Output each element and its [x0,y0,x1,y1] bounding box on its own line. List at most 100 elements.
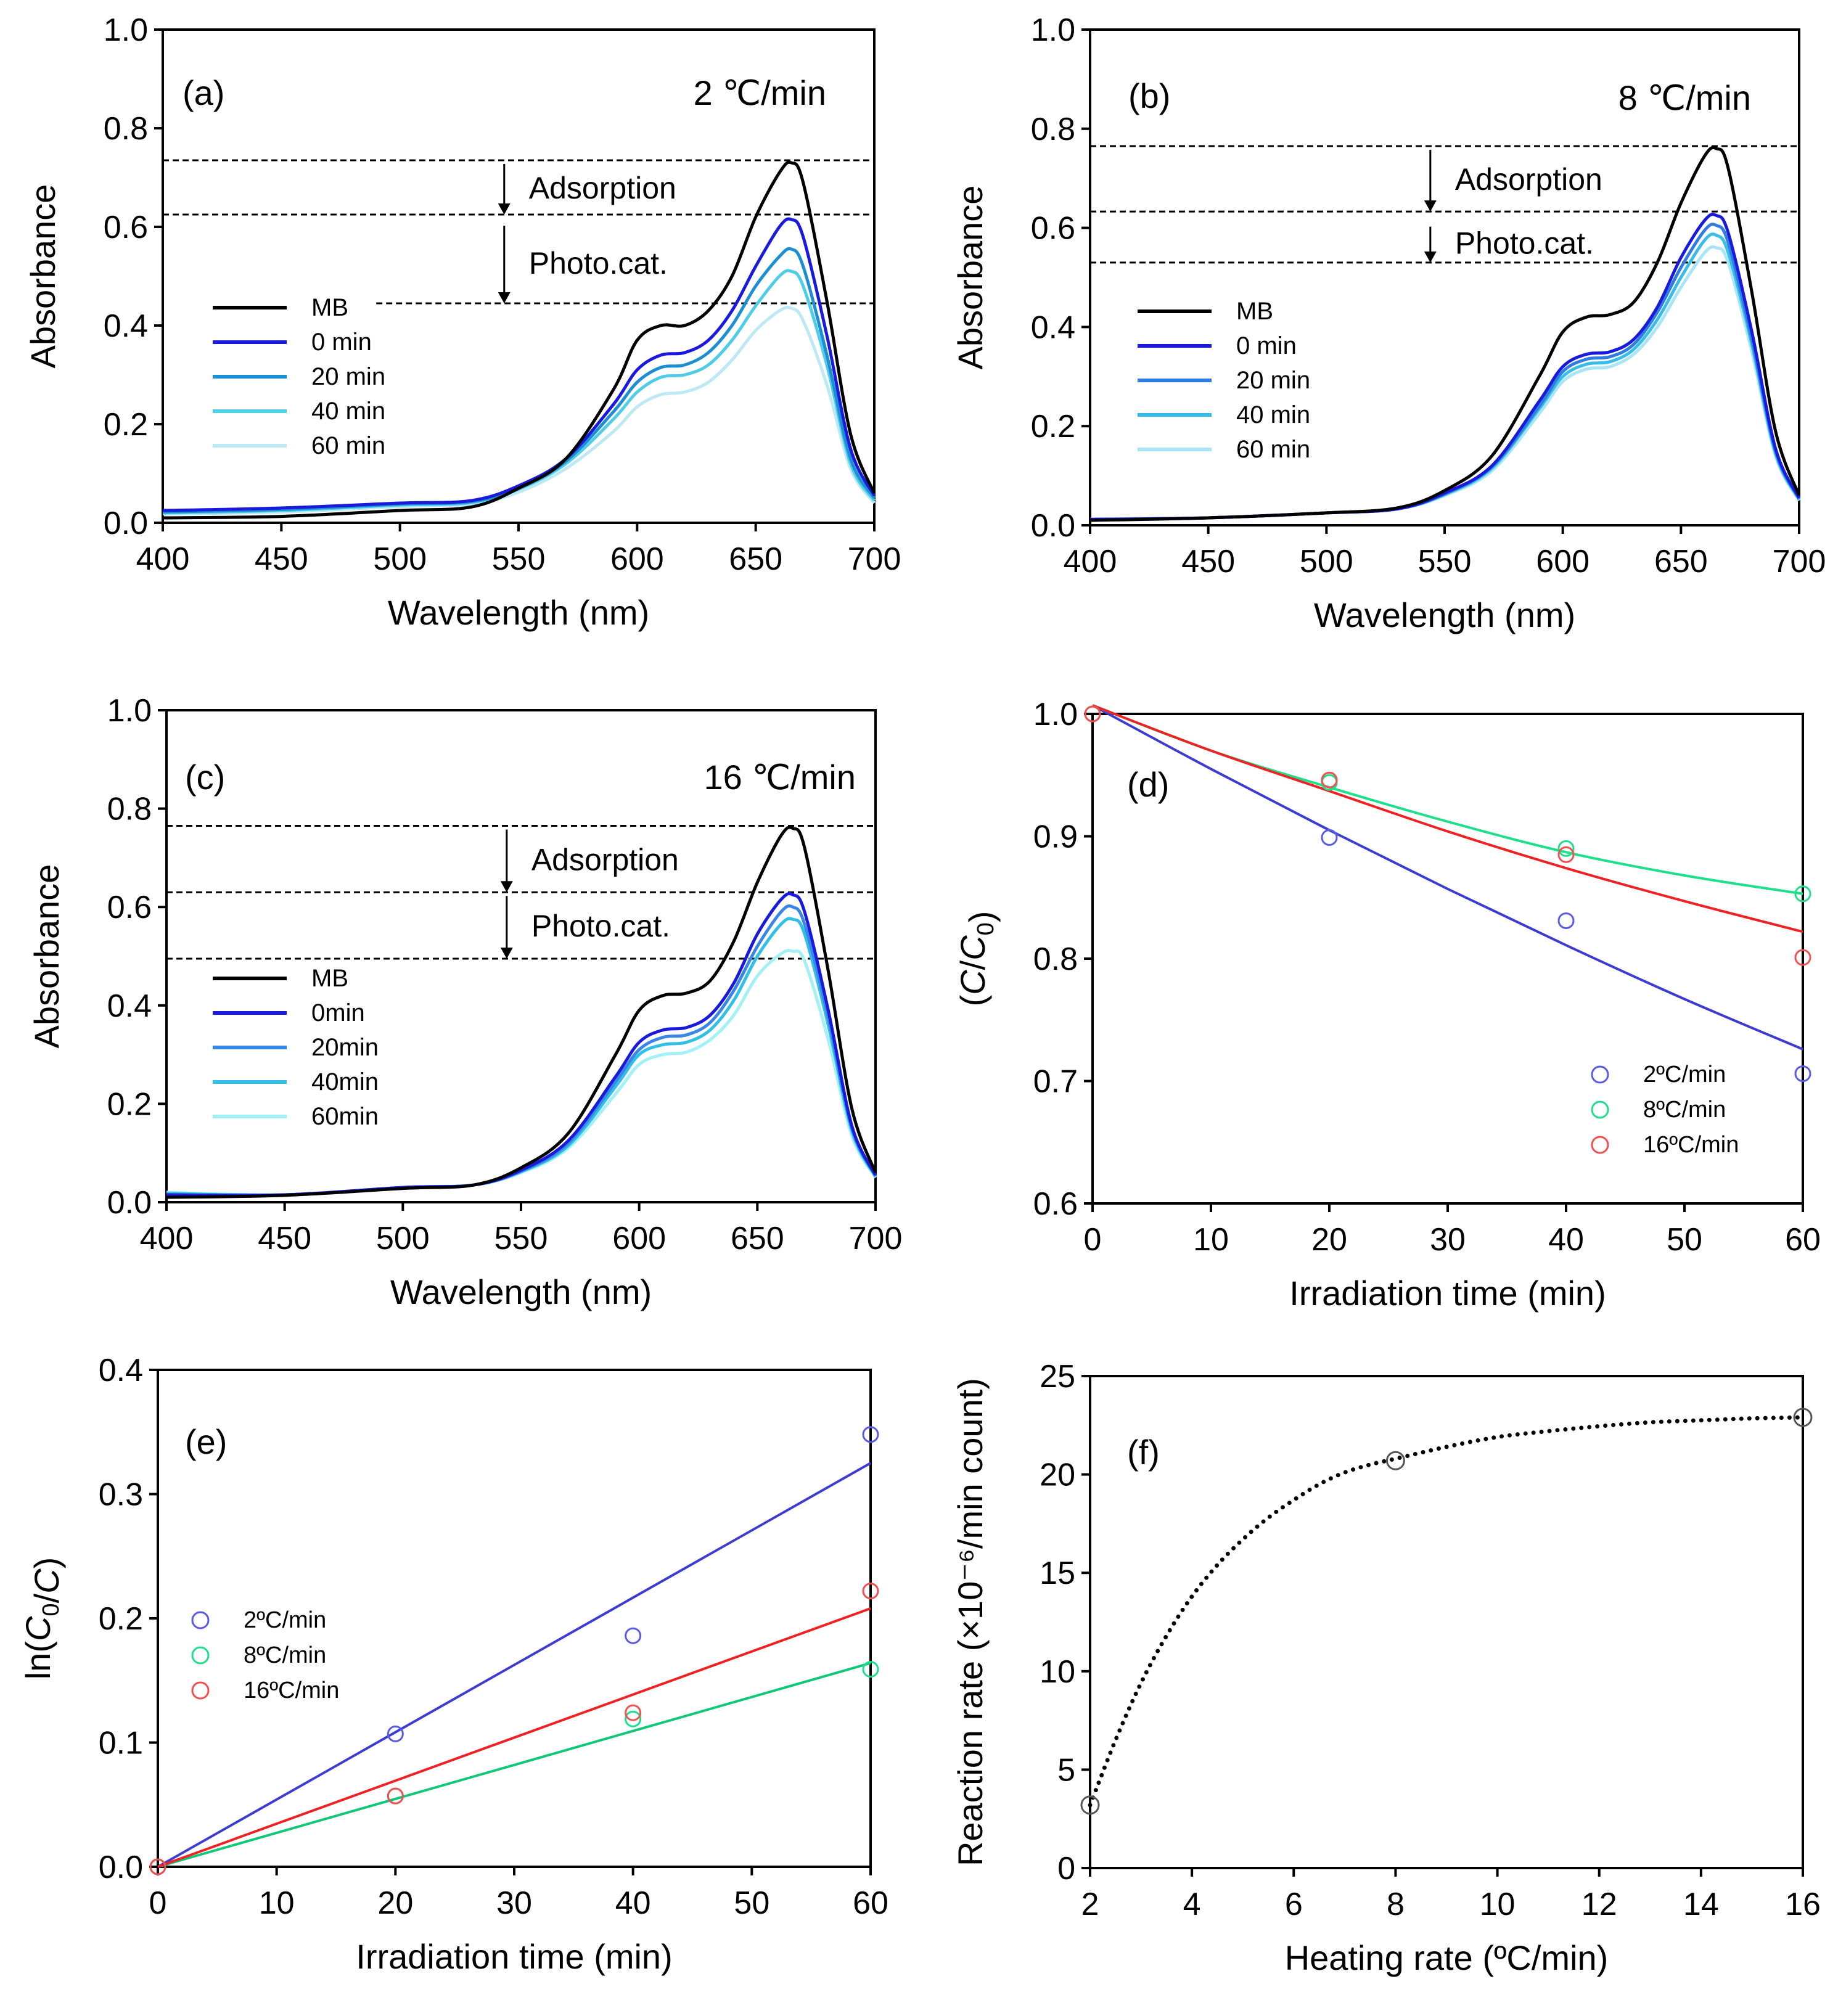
panel-f: 2 4 6 8 10 12 14 16 0 5 10 15 20 25 Heating rate (ºC/m… [951,1359,1821,1977]
x-tick-label: 600 [610,541,664,577]
legend-label: 40min [311,1068,379,1096]
x-axis-title: Wavelength (nm) [388,593,649,632]
x-tick-label: 10 [1193,1222,1229,1258]
x-axis-title: Wavelength (nm) [390,1272,652,1311]
spectrum-line-2 [166,906,876,1195]
y-tick-label: 0.4 [99,1353,143,1388]
y-tick-label: 0.0 [99,1850,143,1885]
y-tick-label: 0.3 [99,1477,143,1513]
x-tick-label: 50 [734,1885,769,1921]
x-tick-label: 500 [373,541,427,577]
panel-label: (e) [185,1422,227,1461]
legend-label: 40 min [311,398,385,425]
spectrum-line-1 [163,219,874,510]
plot-frame [1090,1376,1803,1868]
fit-line-0 [1090,1417,1803,1805]
x-tick-label: 400 [140,1221,194,1256]
y-axis-title: (C/C0) [953,911,1001,1007]
legend-label: 8ºC/min [1643,1097,1726,1123]
legend-label: MB [311,965,348,992]
data-point-0 [1322,830,1337,845]
y-tick-label: 0.0 [107,1185,152,1221]
x-tick-label: 600 [612,1221,666,1256]
arrow-head [1424,200,1437,211]
legend-label: 0 min [311,329,372,356]
y-tick-label: 25 [1040,1359,1075,1395]
x-tick-label: 500 [376,1221,430,1256]
x-tick-label: 550 [492,541,546,577]
panel-b: 400 450 500 550 600 650 700 0.0 0.2 0.4 0.6 0.8 1.0 W… [951,12,1826,634]
legend-label: 8ºC/min [244,1642,326,1668]
photocat-label: Photo.cat. [1455,226,1594,261]
data-point-0 [626,1628,641,1643]
legend-label: 0min [311,999,365,1026]
y-tick-label: 10 [1040,1654,1075,1690]
x-tick-label: 400 [1064,544,1117,580]
heating-rate-annotation: 2 ℃/min [694,73,826,112]
data-point-0 [1387,1452,1404,1469]
panel-c: 400 450 500 550 600 650 7000.00.20.40.60.81.0W… [27,693,902,1311]
legend-label: 2ºC/min [1643,1062,1726,1088]
spectrum-line-4 [166,951,876,1195]
y-tick-label: 0.4 [107,988,152,1024]
legend-marker [192,1612,208,1628]
heating-rate-annotation: 8 ℃/min [1618,78,1751,117]
adsorption-label: Adsorption [531,842,679,877]
x-tick-label: 2 [1081,1887,1099,1922]
panel-label: (a) [183,73,224,112]
spectrum-line-3 [1090,234,1799,520]
data-point-0 [1559,913,1573,928]
x-tick-label: 30 [496,1885,532,1921]
fit-line-2 [1093,705,1803,932]
y-tick-label: 0.6 [104,210,148,245]
y-tick-label: 20 [1040,1457,1075,1493]
y-tick-label: 0.2 [1031,409,1075,445]
x-axis-title: Wavelength (nm) [1314,596,1575,634]
arrow-head [498,292,511,303]
spectrum-line-0 [1090,147,1799,520]
x-tick-label: 0 [149,1885,167,1921]
panel-d: 0 10 20 30 40 50 60 0.6 0.7 0.8 0.9 1.0 Irradiation … [953,697,1821,1313]
legend-label: MB [311,294,348,321]
x-tick-label: 40 [1548,1222,1584,1258]
x-axis-title: Irradiation time (min) [356,1937,672,1976]
y-tick-label: 0.2 [107,1086,152,1122]
y-tick-label: 0.0 [1031,508,1075,544]
x-tick-label: 700 [849,1221,903,1256]
y-axis-title: Absorbance [27,864,66,1049]
legend-label: 40 min [1236,401,1310,428]
y-tick-label: 1.0 [1031,12,1075,48]
legend-marker [1592,1067,1608,1083]
panel-label: (c) [185,758,225,797]
plot-frame [1093,714,1803,1203]
x-tick-label: 30 [1430,1222,1466,1258]
x-tick-label: 500 [1300,544,1353,580]
legend-marker [192,1647,208,1663]
x-tick-label: 60 [1785,1222,1821,1258]
y-tick-label: 0.2 [99,1601,143,1637]
x-axis-title: Irradiation time (min) [1289,1274,1606,1313]
spectrum-line-0 [163,162,874,518]
adsorption-label: Adsorption [1455,162,1602,197]
x-tick-label: 600 [1536,544,1590,580]
x-tick-label: 650 [1654,544,1708,580]
legend-label: 2ºC/min [244,1607,326,1633]
x-tick-label: 10 [1480,1887,1516,1922]
legend-label: 20min [311,1034,379,1061]
y-tick-label: 5 [1057,1752,1075,1788]
x-tick-label: 650 [731,1221,784,1256]
fit-line-1 [1093,705,1803,894]
y-axis-title: Absorbance [23,184,62,369]
y-tick-label: 0.8 [1033,941,1078,977]
y-tick-label: 0.4 [104,308,148,344]
panel-a: 400 450 500 550 600 650 7000.00.20.40.60.81.0W… [23,12,901,632]
y-tick-label: 1.0 [107,693,152,729]
x-tick-label: 450 [255,541,308,577]
x-tick-label: 20 [1311,1222,1347,1258]
x-tick-label: 0 [1084,1222,1102,1258]
x-tick-label: 550 [494,1221,548,1256]
y-axis-title: Absorbance [951,186,990,370]
legend-label: 60min [311,1103,379,1130]
legend-label: 20 min [1236,367,1310,394]
legend-label: 60 min [1236,436,1310,463]
